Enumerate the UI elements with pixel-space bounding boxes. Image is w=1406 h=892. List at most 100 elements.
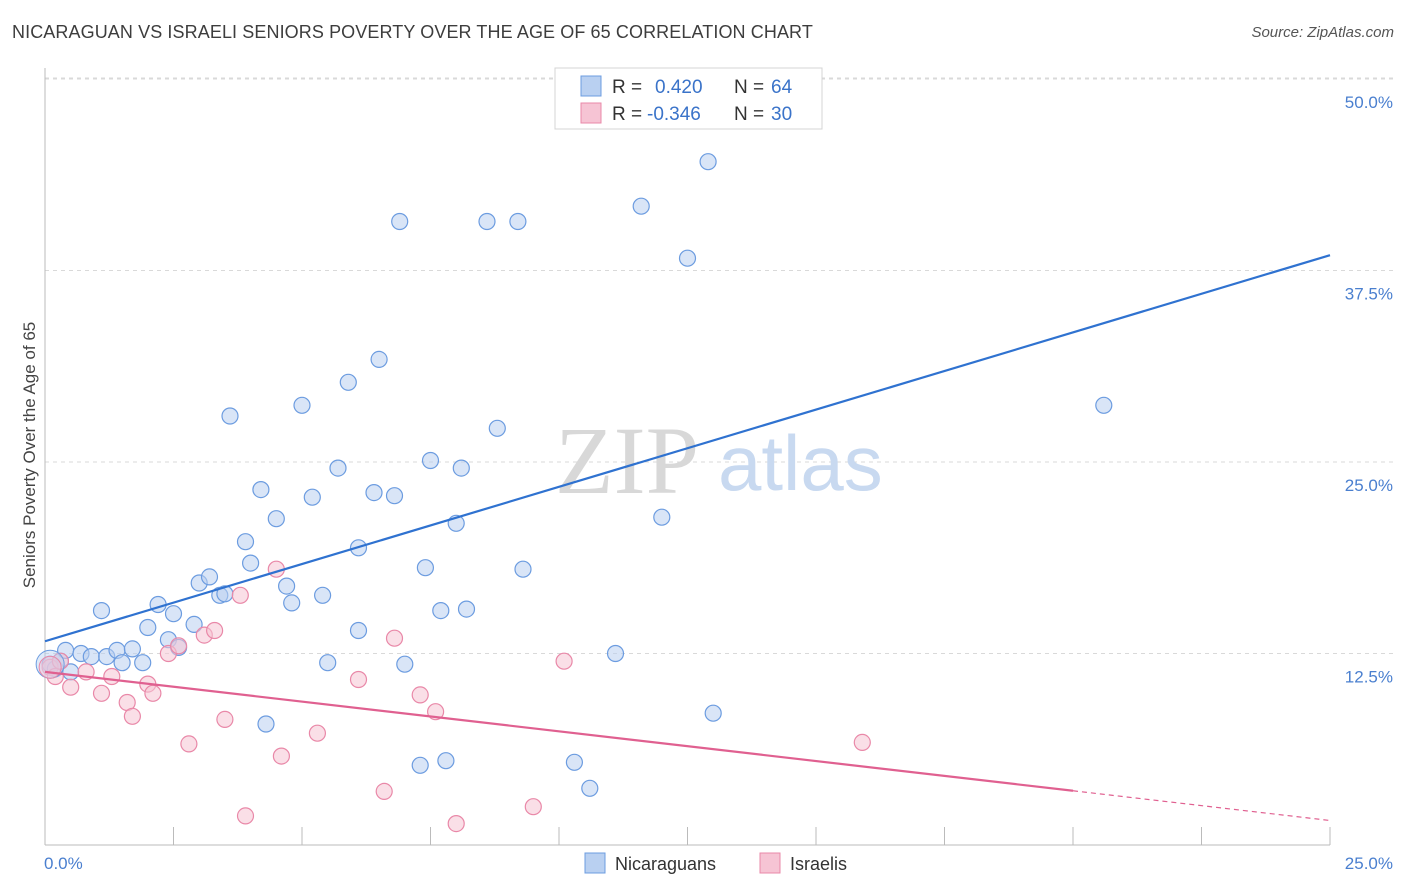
trendline-extension-israelis: [1072, 790, 1331, 822]
legend-n-value-1: 64: [771, 77, 793, 98]
x-tick-label: 0.0%: [44, 854, 83, 873]
data-point-israelis: [180, 735, 198, 753]
points-layer: [35, 153, 1113, 833]
data-point-israelis: [853, 733, 871, 752]
data-point-nicaraguans: [200, 568, 219, 586]
data-point-nicaraguans: [267, 510, 285, 528]
data-point-israelis: [103, 667, 121, 686]
data-point-nicaraguans: [632, 197, 650, 215]
bottom-legend-swatch-nicaraguans: [584, 852, 606, 874]
data-point-nicaraguans: [283, 594, 301, 612]
data-point-nicaraguans: [349, 621, 368, 640]
data-point-nicaraguans: [488, 419, 506, 437]
data-point-nicaraguans: [221, 407, 239, 425]
legend-n-label-1: N =: [734, 77, 764, 98]
legend-n-value-2: 30: [771, 104, 792, 125]
data-point-nicaraguans: [452, 459, 470, 477]
data-point-israelis: [555, 652, 573, 670]
data-point-nicaraguans: [370, 350, 388, 368]
bottom-legend-swatch-israelis: [759, 852, 781, 874]
data-point-israelis: [524, 798, 542, 816]
data-point-israelis: [62, 678, 80, 696]
data-point-nicaraguans: [236, 533, 255, 551]
data-point-nicaraguans: [416, 559, 434, 577]
bottom-legend-label-nicaraguans: Nicaraguans: [615, 854, 716, 874]
data-point-nicaraguans: [581, 779, 599, 797]
data-point-nicaraguans: [278, 577, 296, 595]
legend-n-label-2: N =: [734, 104, 764, 125]
data-point-nicaraguans: [139, 618, 157, 637]
data-point-nicaraguans: [82, 647, 100, 666]
bottom-legend-label-israelis: Israelis: [790, 854, 847, 874]
data-point-nicaraguans: [339, 373, 357, 391]
y-axis-title: Seniors Poverty Over the Age of 65: [20, 322, 39, 588]
data-point-israelis: [144, 684, 162, 702]
data-point-nicaraguans: [252, 481, 270, 499]
data-point-nicaraguans: [421, 451, 440, 470]
bottom-legend: Nicaraguans Israelis: [584, 852, 847, 874]
data-point-nicaraguans: [514, 560, 532, 578]
data-point-nicaraguans: [365, 484, 383, 502]
data-point-nicaraguans: [123, 640, 141, 658]
data-point-nicaraguans: [113, 654, 131, 672]
data-point-nicaraguans: [509, 212, 527, 231]
data-point-israelis: [206, 621, 224, 640]
trendline-nicaraguans: [44, 254, 1331, 643]
data-point-nicaraguans: [293, 396, 311, 414]
data-point-israelis: [272, 747, 290, 765]
data-point-nicaraguans: [678, 249, 697, 267]
x-tick-label: 25.0%: [1345, 854, 1393, 873]
data-point-nicaraguans: [565, 753, 584, 771]
data-point-israelis: [375, 782, 393, 801]
data-point-nicaraguans: [185, 615, 203, 634]
y-tick-label: 37.5%: [1345, 285, 1393, 304]
data-point-nicaraguans: [314, 586, 332, 604]
data-point-israelis: [411, 686, 429, 704]
data-point-nicaraguans: [457, 600, 476, 618]
chart-title: NICARAGUAN VS ISRAELI SENIORS POVERTY OV…: [12, 22, 813, 42]
data-point-israelis: [216, 710, 234, 729]
data-point-cluster-israelis: [38, 655, 62, 679]
data-point-israelis: [385, 629, 404, 647]
data-point-nicaraguans: [478, 212, 496, 231]
data-point-israelis: [308, 724, 326, 742]
watermark-zip: ZIP: [555, 407, 699, 514]
data-point-nicaraguans: [257, 715, 275, 733]
chart-source: Source: ZipAtlas.com: [1251, 24, 1394, 41]
data-point-nicaraguans: [699, 153, 717, 171]
watermark-atlas: atlas: [718, 419, 883, 507]
legend-r-value-2: -0.346: [647, 104, 701, 125]
data-point-nicaraguans: [329, 459, 347, 477]
data-point-israelis: [170, 637, 188, 655]
data-point-nicaraguans: [653, 508, 671, 526]
trendline-israelis: [44, 670, 1074, 792]
data-point-nicaraguans: [1095, 396, 1113, 414]
legend-r-value-1: 0.420: [655, 77, 703, 98]
data-point-nicaraguans: [134, 654, 152, 672]
legend-r-label-2: R =: [612, 104, 642, 125]
trend-layer: [44, 254, 1331, 822]
data-point-nicaraguans: [704, 704, 722, 722]
legend-swatch-israelis: [580, 102, 602, 124]
data-point-israelis: [236, 807, 255, 825]
legend-box: R = 0.420 N = 64 R = -0.346 N = 30: [554, 67, 823, 130]
data-point-nicaraguans: [385, 487, 404, 505]
data-point-nicaraguans: [606, 644, 625, 663]
data-point-nicaraguans: [391, 212, 409, 231]
data-point-israelis: [349, 670, 368, 689]
watermark: ZIP atlas: [555, 407, 883, 514]
y-tick-label: 25.0%: [1345, 476, 1393, 495]
data-point-nicaraguans: [319, 654, 337, 672]
data-point-nicaraguans: [432, 601, 450, 620]
data-point-nicaraguans: [396, 655, 414, 673]
data-point-nicaraguans: [411, 756, 429, 774]
data-point-israelis: [447, 814, 465, 833]
data-point-israelis: [231, 586, 249, 604]
data-point-nicaraguans: [164, 605, 183, 623]
legend-r-label-1: R =: [612, 77, 642, 98]
y-tick-label: 50.0%: [1345, 93, 1393, 112]
data-point-nicaraguans: [437, 752, 455, 770]
data-point-nicaraguans: [303, 488, 321, 506]
data-point-israelis: [123, 707, 141, 725]
